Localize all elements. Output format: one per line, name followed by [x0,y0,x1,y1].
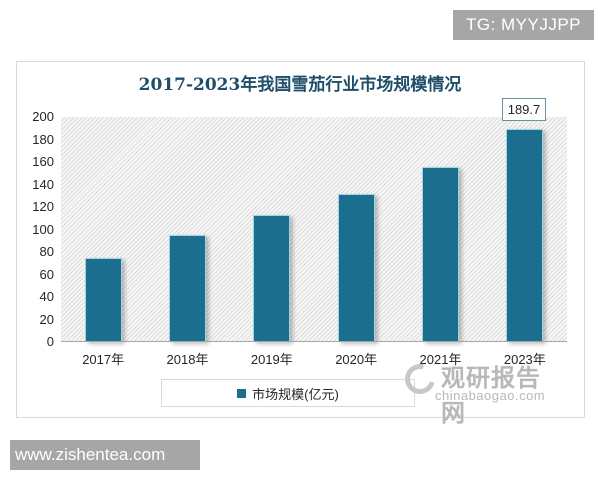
x-tick-label: 2018年 [166,352,209,367]
y-tick-label: 160 [32,154,54,169]
x-tick-label: 2017年 [82,352,125,367]
x-tick-label: 2019年 [250,352,293,367]
watermark-en: chinabaogao.com [435,388,546,403]
tg-badge: TG: MYYJJPP [453,10,594,40]
x-tick-label: 2023年 [503,352,546,367]
y-tick-label: 0 [46,334,54,349]
data-label-2023: 189.7 [502,98,546,121]
bar-2023年 [506,128,544,342]
bar-2018年 [169,235,206,342]
bar-2017年 [84,258,122,342]
x-tick-label: 2020年 [335,352,378,367]
site-badge: www.zishentea.com [10,440,200,470]
bar-2020年 [337,194,375,342]
plot-area [61,117,567,342]
y-tick-label: 40 [39,289,54,304]
chart-title: 2017-2023年我国雪茄行业市场规模情况 [138,75,462,95]
y-tick-label: 60 [39,266,54,282]
x-axis-line [61,341,567,342]
legend-swatch-icon [237,388,247,398]
y-tick-label: 20 [39,311,54,327]
y-tick-label: 80 [39,244,54,259]
bar-2019年 [253,214,291,342]
bar-2021年 [422,167,459,342]
x-tick-label: 2021年 [419,352,462,367]
y-tick-label: 120 [32,199,54,214]
legend: 市场规模(亿元) [161,379,415,407]
watermark: 观研报告网 chinabaogao.com [399,358,565,427]
y-tick-label: 180 [32,131,54,147]
y-tick-label: 140 [32,176,54,192]
y-tick-label: 100 [32,221,54,237]
y-tick-label: 200 [32,109,54,124]
legend-label: 市场规模(亿元) [252,386,339,402]
watermark-cn: 观研报告网 [441,365,541,427]
